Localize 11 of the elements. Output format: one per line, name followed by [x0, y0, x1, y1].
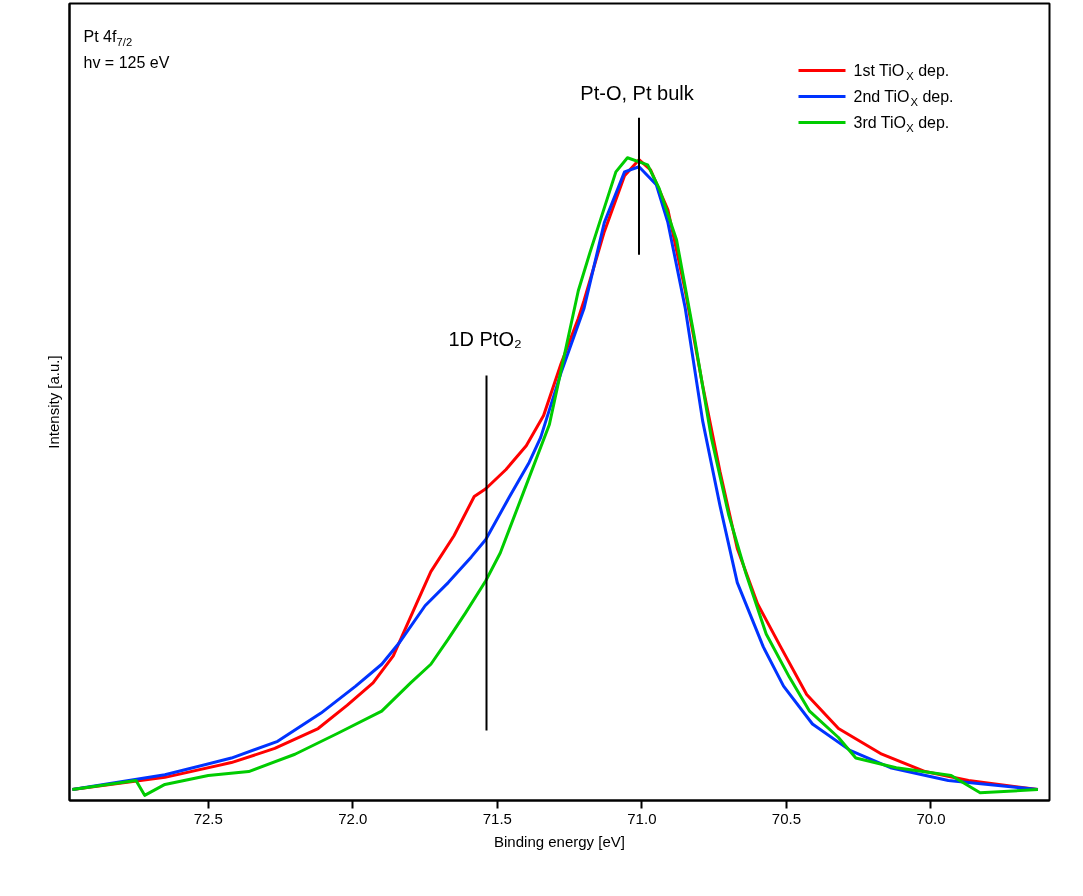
x-tick-label: 72.5: [193, 809, 223, 827]
x-tick-label: 70.0: [916, 809, 946, 827]
x-axis-title: Binding energy [eV]: [494, 832, 625, 850]
x-tick-label: 71.5: [482, 809, 512, 827]
annotation: Pt-O, Pt bulk: [580, 81, 695, 104]
y-axis-title: Intensity [a.u.]: [44, 355, 62, 449]
x-tick-label: 71.0: [627, 809, 657, 827]
x-tick-label: 70.5: [771, 809, 802, 827]
x-tick-label: 72.0: [338, 809, 368, 827]
annotation: hv = 125 eV: [83, 54, 170, 71]
annotation: 1D PtO₂: [448, 327, 522, 350]
